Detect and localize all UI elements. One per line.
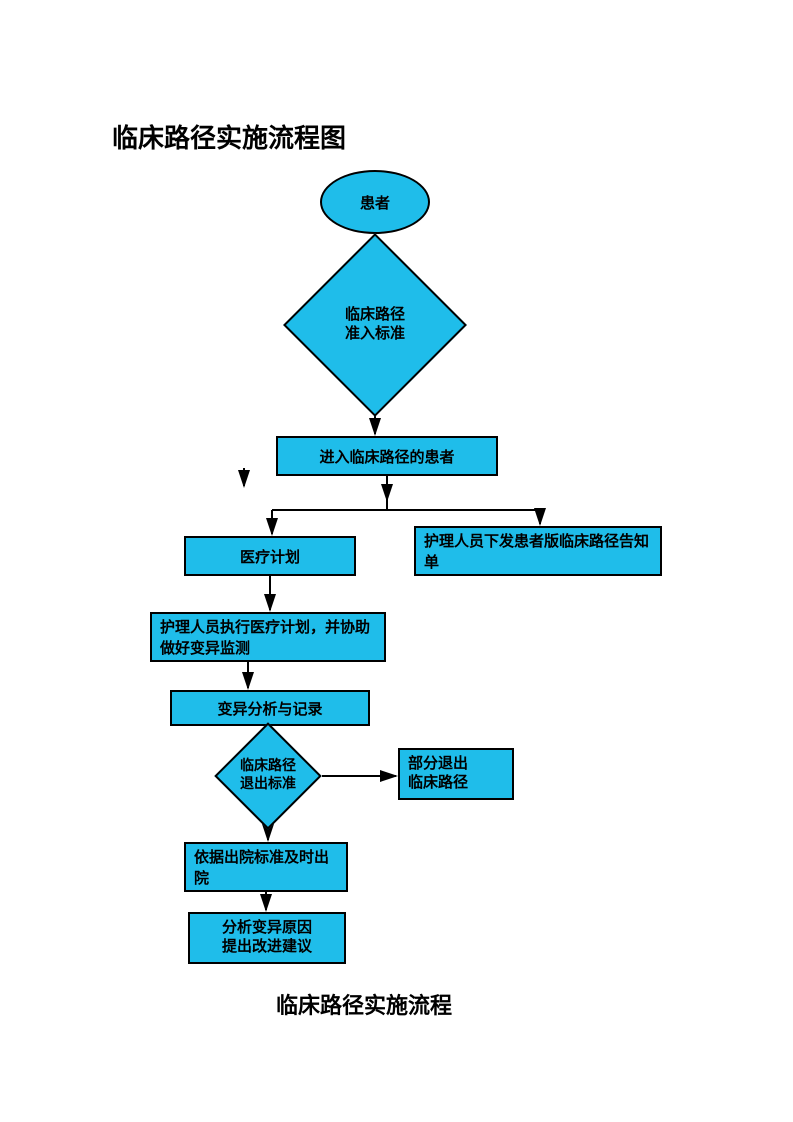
node-admission: 临床路径 准入标准 xyxy=(310,260,440,390)
node-discharge-label: 依据出院标准及时出院 xyxy=(194,846,338,888)
node-exit-std: 临床路径 退出标准 xyxy=(230,738,306,814)
node-enter: 进入临床路径的患者 xyxy=(276,436,498,476)
node-notice-label: 护理人员下发患者版临床路径告知单 xyxy=(424,530,652,572)
node-execute-label: 护理人员执行医疗计划，并协助做好变异监测 xyxy=(160,616,376,658)
node-patient: 患者 xyxy=(320,170,430,234)
node-plan: 医疗计划 xyxy=(184,536,356,576)
node-execute: 护理人员执行医疗计划，并协助做好变异监测 xyxy=(150,612,386,662)
node-improve-line1: 分析变异原因 xyxy=(222,919,312,939)
node-exit-std-line1: 临床路径 xyxy=(240,758,296,776)
node-enter-label: 进入临床路径的患者 xyxy=(319,446,454,467)
page-subtitle: 临床路径实施流程 xyxy=(276,988,452,1020)
node-partial-exit-line1: 部分退出 xyxy=(408,755,468,775)
node-patient-label: 患者 xyxy=(360,192,390,213)
node-admission-line1: 临床路径 xyxy=(345,306,405,326)
page-title: 临床路径实施流程图 xyxy=(112,118,346,155)
node-partial-exit-line2: 临床路径 xyxy=(408,774,468,794)
node-partial-exit: 部分退出 临床路径 xyxy=(398,748,514,800)
node-plan-label: 医疗计划 xyxy=(240,546,300,567)
flowchart-connectors xyxy=(0,0,793,1122)
node-analysis: 变异分析与记录 xyxy=(170,690,370,726)
node-improve-line2: 提出改进建议 xyxy=(222,938,312,958)
node-discharge: 依据出院标准及时出院 xyxy=(184,842,348,892)
node-improve: 分析变异原因 提出改进建议 xyxy=(188,912,346,964)
node-admission-line2: 准入标准 xyxy=(345,325,405,345)
node-analysis-label: 变异分析与记录 xyxy=(217,698,322,719)
node-notice: 护理人员下发患者版临床路径告知单 xyxy=(414,526,662,576)
node-exit-std-line2: 退出标准 xyxy=(240,776,296,794)
